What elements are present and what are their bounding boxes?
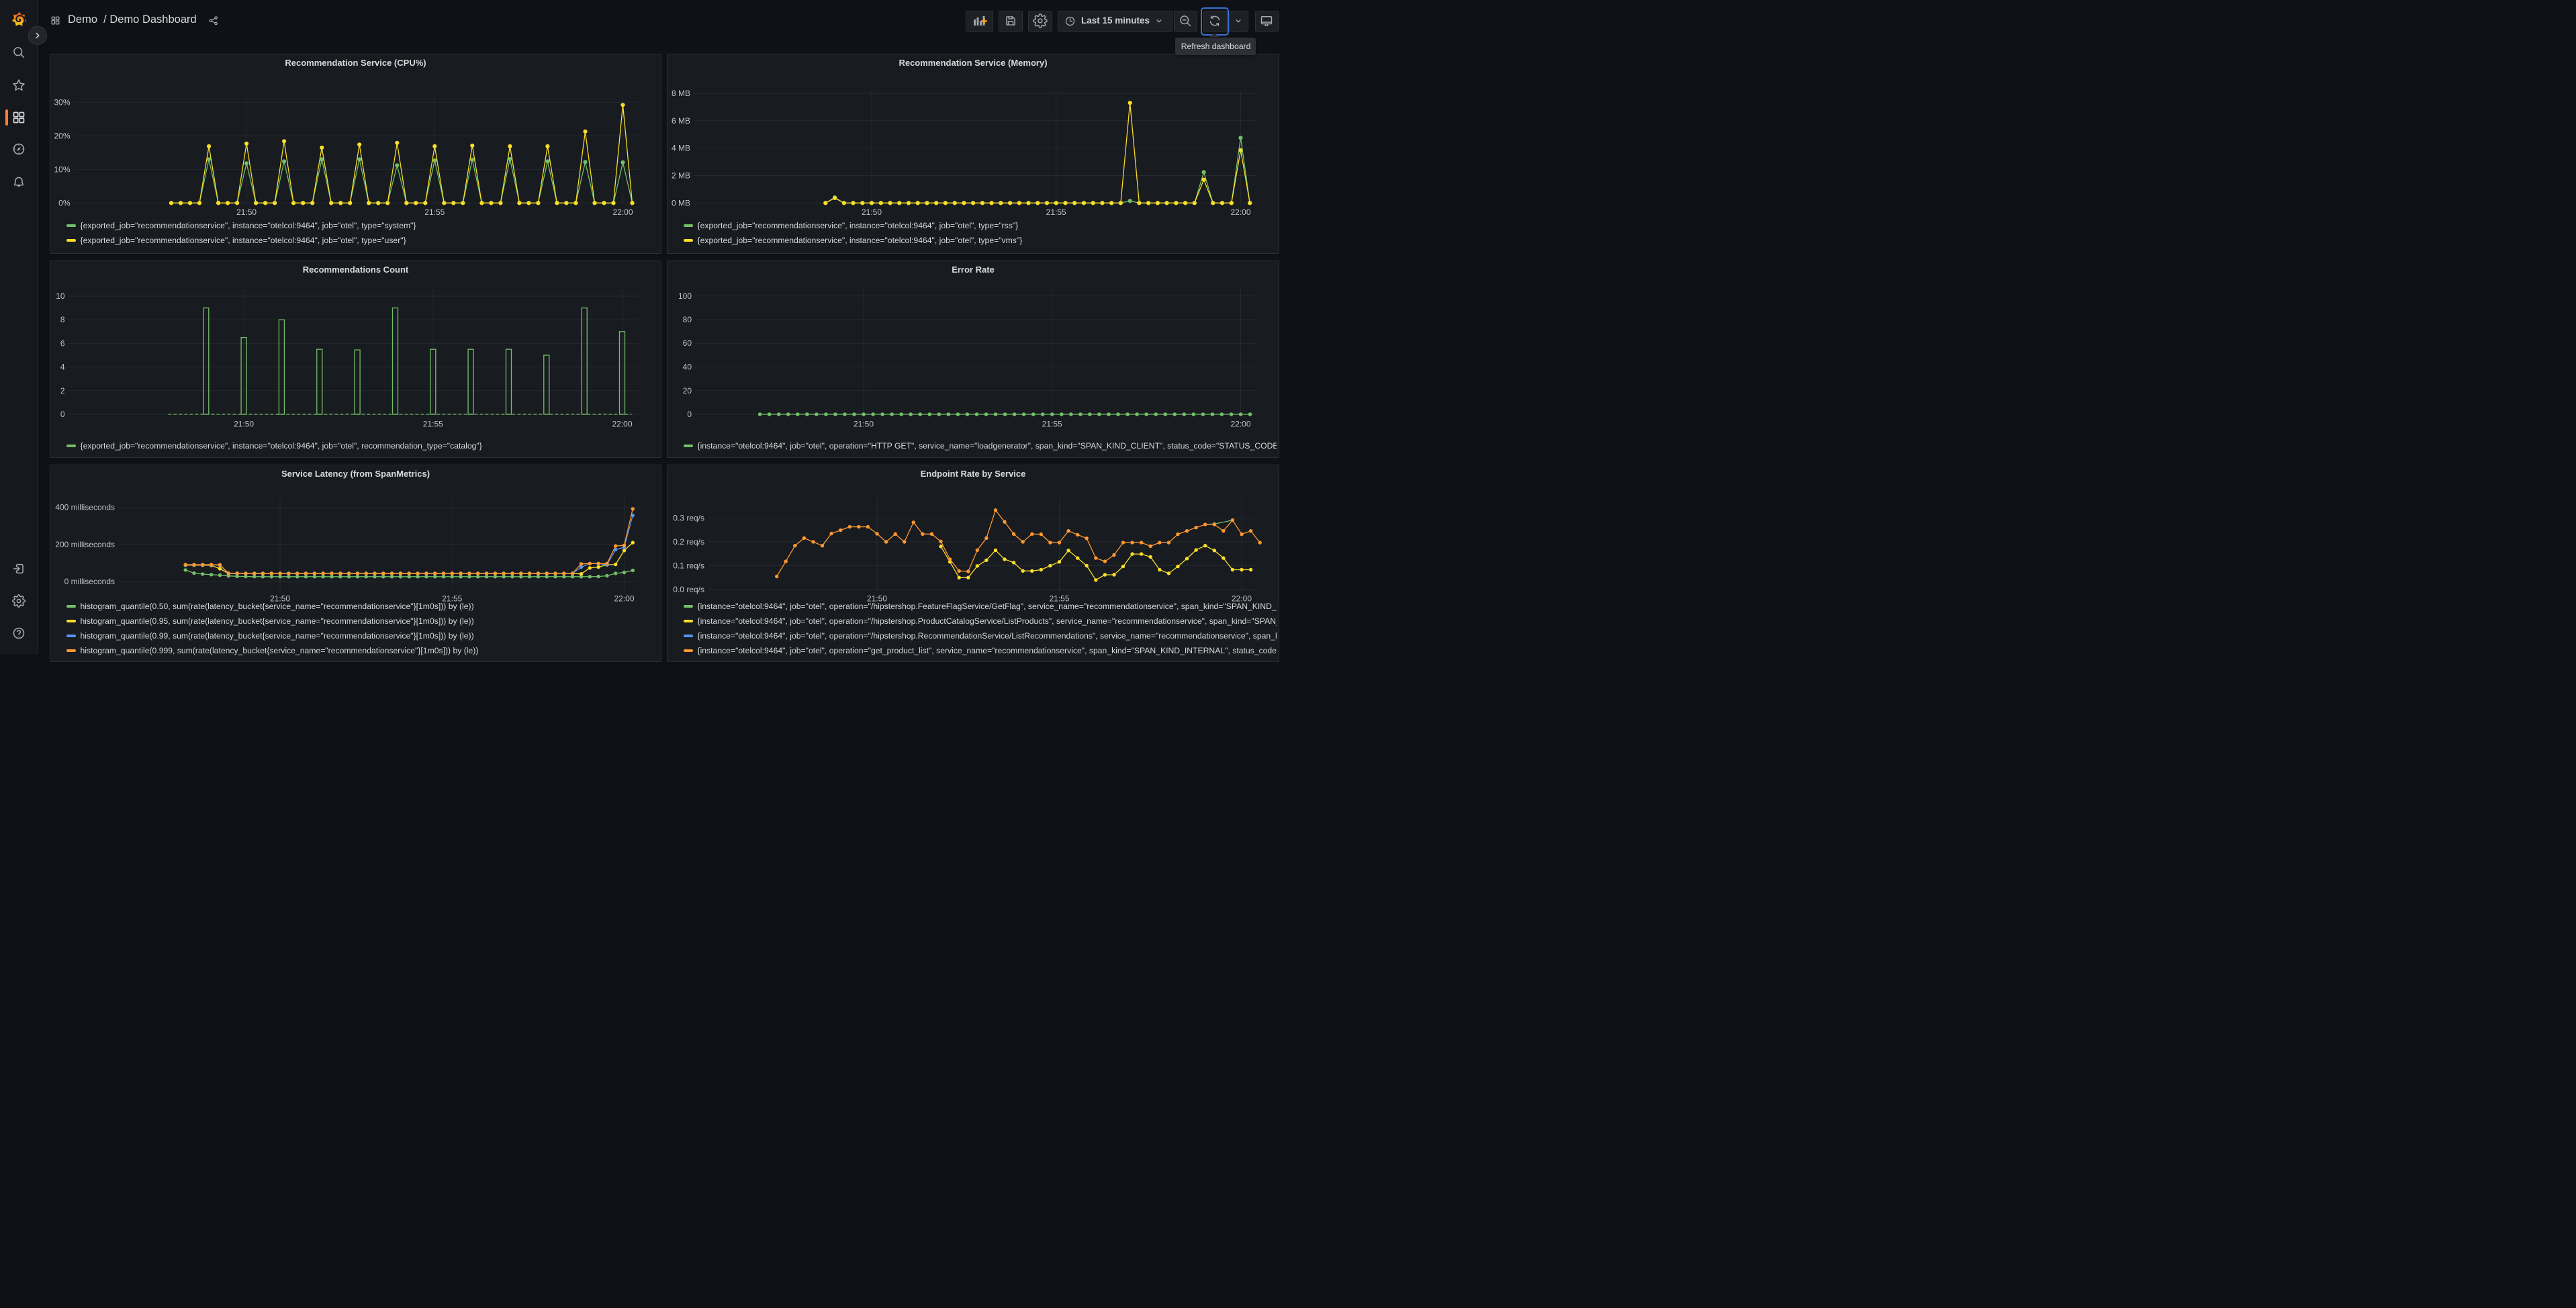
svg-text:22:00: 22:00 — [1230, 207, 1250, 217]
svg-text:0.0 req/s: 0.0 req/s — [673, 585, 704, 594]
svg-text:2: 2 — [60, 386, 65, 395]
svg-text:21:50: 21:50 — [236, 207, 257, 217]
svg-text:0: 0 — [687, 410, 692, 419]
svg-text:0.2 req/s: 0.2 req/s — [673, 537, 704, 547]
svg-text:20%: 20% — [54, 131, 70, 140]
svg-text:21:55: 21:55 — [442, 594, 462, 604]
svg-text:6: 6 — [60, 338, 65, 348]
svg-text:4: 4 — [60, 363, 65, 372]
svg-text:6 MB: 6 MB — [672, 116, 690, 126]
svg-text:21:55: 21:55 — [1049, 594, 1069, 604]
svg-text:40: 40 — [683, 363, 692, 372]
svg-text:10%: 10% — [54, 165, 70, 174]
svg-text:21:50: 21:50 — [854, 420, 874, 429]
svg-text:8 MB: 8 MB — [672, 89, 690, 98]
svg-text:200 milliseconds: 200 milliseconds — [55, 540, 115, 549]
svg-text:21:50: 21:50 — [862, 207, 882, 217]
svg-text:22:00: 22:00 — [612, 207, 633, 217]
svg-text:22:00: 22:00 — [1230, 420, 1250, 429]
svg-text:20: 20 — [683, 386, 692, 395]
svg-text:8: 8 — [60, 315, 65, 324]
svg-text:21:50: 21:50 — [867, 594, 887, 604]
svg-text:0 MB: 0 MB — [672, 198, 690, 207]
svg-text:0.1 req/s: 0.1 req/s — [673, 561, 704, 571]
svg-text:400 milliseconds: 400 milliseconds — [55, 503, 115, 512]
svg-text:10: 10 — [56, 291, 65, 301]
svg-text:4 MB: 4 MB — [672, 144, 690, 153]
svg-text:100: 100 — [678, 291, 692, 301]
svg-text:22:00: 22:00 — [612, 420, 632, 429]
svg-text:21:50: 21:50 — [234, 420, 254, 429]
svg-text:60: 60 — [683, 338, 692, 348]
svg-text:21:55: 21:55 — [1042, 420, 1062, 429]
svg-text:21:55: 21:55 — [424, 207, 445, 217]
svg-text:0.3 req/s: 0.3 req/s — [673, 514, 704, 523]
svg-text:0: 0 — [60, 410, 65, 419]
svg-text:21:55: 21:55 — [423, 420, 443, 429]
svg-text:0%: 0% — [58, 198, 71, 207]
svg-text:22:00: 22:00 — [1232, 594, 1252, 604]
svg-text:30%: 30% — [54, 97, 70, 107]
svg-text:80: 80 — [683, 315, 692, 324]
svg-text:21:50: 21:50 — [270, 594, 290, 604]
svg-text:21:55: 21:55 — [1046, 207, 1066, 217]
svg-text:2 MB: 2 MB — [672, 171, 690, 181]
svg-text:0 milliseconds: 0 milliseconds — [64, 577, 115, 586]
svg-text:22:00: 22:00 — [614, 594, 634, 604]
